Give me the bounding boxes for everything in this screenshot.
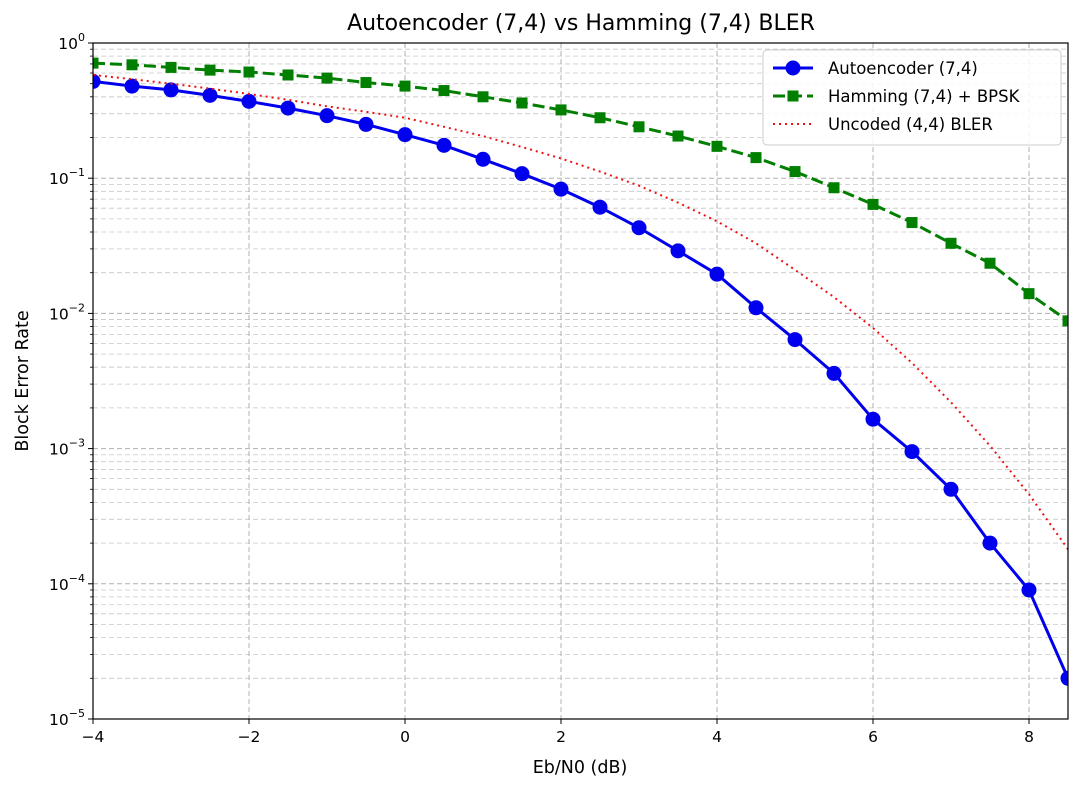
data-point [867, 198, 879, 210]
data-point [984, 257, 996, 269]
data-point [982, 535, 998, 551]
series-0 [93, 73, 1068, 686]
data-point [124, 78, 140, 94]
y-tick-label: 100 [58, 31, 85, 53]
data-point [750, 152, 762, 164]
x-tick-label: 6 [868, 728, 878, 746]
data-point [711, 140, 723, 152]
y-axis: 100 10−1 10−2 10−3 10−4 10−5 [49, 31, 93, 729]
data-point [1062, 315, 1068, 327]
data-point [555, 104, 567, 116]
data-point [93, 73, 101, 89]
legend-item: Autoencoder (7,4) [773, 59, 978, 78]
data-point [399, 80, 411, 92]
x-tick-label: 8 [1024, 728, 1034, 746]
data-point [865, 411, 881, 427]
data-point [204, 64, 216, 76]
data-point [633, 121, 645, 133]
grid [92, 43, 1068, 720]
plot-frame [92, 42, 1069, 720]
data-point [516, 97, 528, 109]
data-point [709, 266, 725, 282]
x-tick-label: −4 [82, 728, 105, 746]
data-point [477, 91, 489, 103]
legend-label: Autoencoder (7,4) [828, 59, 978, 78]
data-point [280, 100, 296, 116]
data-point [243, 66, 255, 78]
data-point [1021, 582, 1037, 598]
data-point [360, 77, 372, 89]
legend-box [762, 49, 1062, 146]
data-point [165, 61, 177, 73]
data-point [436, 137, 452, 153]
x-axis: −4 −2 0 2 4 6 8 [82, 719, 1034, 746]
data-point [943, 481, 959, 497]
legend-marker [785, 60, 801, 76]
legend-marker [787, 90, 799, 102]
legend: Autoencoder (7,4) Hamming (7,4) + BPSK Unc… [762, 49, 1062, 146]
data-point [906, 217, 918, 229]
series-1 [93, 57, 1068, 327]
data-point [631, 220, 647, 236]
data-point [826, 365, 842, 381]
y-tick-label: 10−1 [49, 166, 85, 188]
y-tick-label: 10−3 [49, 437, 85, 459]
y-tick-label: 10−2 [49, 301, 85, 323]
x-axis-label: Eb/N0 (dB) [533, 758, 628, 778]
legend-label: Hamming (7,4) + BPSK [828, 87, 1021, 106]
data-point [126, 59, 138, 71]
data-point [592, 199, 608, 215]
x-tick-label: 0 [400, 728, 410, 746]
series-2 [93, 73, 1068, 550]
x-tick-label: 2 [556, 728, 566, 746]
data-point [828, 182, 840, 194]
data-point [1060, 670, 1068, 686]
data-point [1023, 288, 1035, 300]
data-point [514, 166, 530, 182]
data-point [672, 130, 684, 142]
x-tick-label: 4 [712, 728, 722, 746]
data-point [241, 93, 257, 109]
data-point [748, 300, 764, 316]
y-tick-label: 10−4 [49, 572, 85, 594]
data-point [594, 112, 606, 124]
data-point [670, 243, 686, 259]
data-point [319, 108, 335, 124]
data-point [787, 332, 803, 348]
series-line [93, 61, 1068, 323]
data-point [202, 87, 218, 103]
y-tick-label: 10−5 [49, 707, 85, 729]
legend-label: Uncoded (4,4) BLER [828, 115, 993, 134]
data-point [163, 82, 179, 98]
data-point [438, 85, 450, 97]
series-line [93, 79, 1068, 679]
legend-item: Uncoded (4,4) BLER [773, 115, 993, 134]
data-point [553, 181, 569, 197]
series-line [93, 73, 1068, 550]
x-tick-label: −2 [238, 728, 261, 746]
series-layer [93, 57, 1068, 686]
data-point [321, 72, 333, 84]
data-point [945, 237, 957, 249]
data-point [282, 69, 294, 81]
chart-title: Autoencoder (7,4) vs Hamming (7,4) BLER [347, 11, 815, 36]
data-point [475, 151, 491, 167]
data-point [789, 166, 801, 178]
data-point [358, 116, 374, 132]
data-point [904, 444, 920, 460]
data-point [93, 57, 99, 69]
legend-item: Hamming (7,4) + BPSK [773, 87, 1021, 106]
data-point [397, 127, 413, 143]
y-axis-label: Block Error Rate [13, 310, 33, 451]
